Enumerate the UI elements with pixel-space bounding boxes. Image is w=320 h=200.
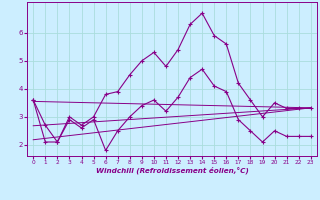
X-axis label: Windchill (Refroidissement éolien,°C): Windchill (Refroidissement éolien,°C): [96, 167, 248, 174]
